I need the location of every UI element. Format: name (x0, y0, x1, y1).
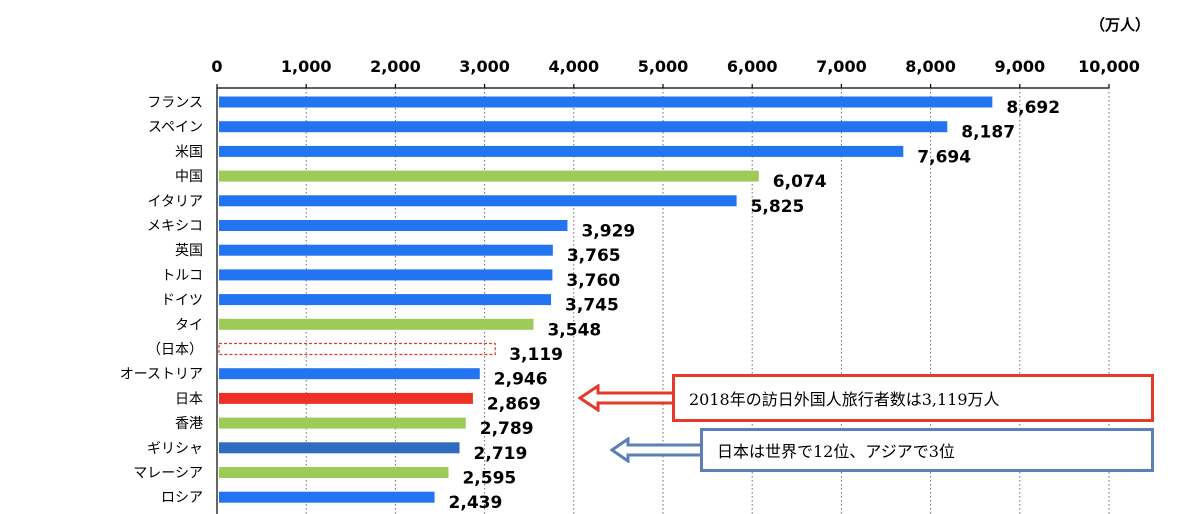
category-label: マレーシア (133, 466, 203, 482)
value-label: 5,825 (751, 197, 805, 217)
value-label: 7,694 (917, 147, 971, 167)
x-tick-label: 7,000 (816, 57, 867, 76)
x-tick-label: 0 (211, 57, 222, 76)
x-tick-label: 1,000 (281, 57, 332, 76)
x-axis-tick-labels: 0 1,000 2,000 3,000 4,000 5,000 6,000 7,000 8,00… (211, 57, 1139, 76)
bar (219, 491, 435, 503)
bar (219, 392, 473, 404)
value-label: 2,869 (487, 394, 541, 414)
x-tick-label: 9,000 (994, 57, 1045, 76)
category-label: スペイン (148, 120, 203, 136)
bar (219, 244, 553, 256)
category-label: 香港 (175, 416, 203, 432)
bar (219, 121, 948, 133)
callout-ranking: 日本は世界で12位、アジアで3位 (700, 428, 1154, 472)
bars (218, 96, 993, 503)
bar (218, 342, 496, 356)
category-label: オーストリア (120, 367, 203, 383)
bar (219, 467, 449, 478)
value-label: 3,760 (566, 271, 620, 291)
bar (219, 318, 534, 330)
value-label: 8,187 (961, 123, 1015, 143)
x-tick-label: 10,000 (1078, 57, 1140, 76)
value-label: 8,692 (1006, 98, 1060, 118)
category-label: メキシコ (147, 219, 203, 235)
category-label: トルコ (161, 268, 203, 284)
x-tick-label: 6,000 (727, 57, 778, 76)
category-label: ギリシャ (147, 441, 203, 457)
bar (219, 269, 553, 281)
value-label: 2,439 (449, 493, 503, 513)
callout-visitors: 2018年の訪日外国人旅行者数は3,119万人 (672, 374, 1154, 422)
unit-label: （万人） (1089, 16, 1150, 34)
callout-ranking-text: 日本は世界で12位、アジアで3位 (717, 442, 955, 461)
bar (219, 170, 759, 182)
bar (219, 195, 737, 207)
bar (219, 442, 460, 454)
category-label: 中国 (175, 169, 203, 185)
value-label: 2,719 (474, 444, 528, 464)
red-arrow-icon (578, 384, 674, 412)
category-label: タイ (175, 317, 203, 333)
bar (219, 220, 568, 231)
value-label: 3,745 (565, 296, 619, 316)
x-tick-label: 2,000 (370, 57, 421, 76)
bar (219, 145, 904, 157)
value-label: 3,119 (509, 345, 563, 365)
value-labels: 8,692 8,187 7,694 6,074 5,825 3,929 3,765 3,760… (449, 98, 1061, 513)
value-label: 3,548 (547, 320, 601, 340)
category-label: フランス (147, 95, 203, 111)
value-label: 2,595 (462, 469, 516, 489)
value-label: 6,074 (773, 172, 827, 192)
bar (219, 368, 480, 380)
bar (219, 294, 552, 306)
value-label: 3,929 (581, 222, 635, 242)
category-label: ロシア (161, 490, 203, 506)
value-label: 2,946 (494, 370, 548, 390)
x-tick-label: 8,000 (905, 57, 956, 76)
x-tick-label: 5,000 (638, 57, 689, 76)
bar (219, 417, 466, 429)
category-label: 日本 (175, 391, 203, 407)
value-label: 3,765 (567, 246, 621, 266)
callout-visitors-text: 2018年の訪日外国人旅行者数は3,119万人 (689, 390, 1000, 409)
value-label: 2,789 (480, 419, 534, 439)
bar (219, 96, 993, 108)
x-tick-label: 4,000 (548, 57, 599, 76)
x-tick-label: 3,000 (459, 57, 510, 76)
category-label: （日本） (147, 342, 203, 358)
blue-arrow-icon (610, 437, 702, 463)
category-label: イタリア (148, 194, 203, 210)
category-label: 英国 (175, 242, 203, 259)
category-label: ドイツ (161, 293, 203, 309)
category-label: 米国 (175, 144, 203, 160)
